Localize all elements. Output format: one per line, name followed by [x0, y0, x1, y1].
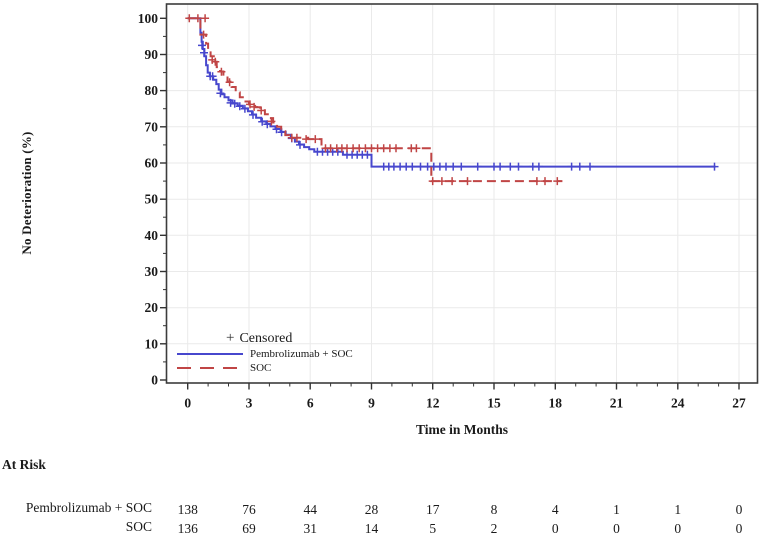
at-risk-value: 0 — [613, 521, 620, 536]
y-tick-label: 10 — [145, 336, 159, 351]
y-tick-label: 40 — [145, 228, 159, 243]
at-risk-value: 0 — [674, 521, 681, 536]
x-tick-label: 24 — [671, 396, 685, 411]
at-risk-value: 76 — [242, 502, 256, 517]
y-tick-label: 20 — [145, 300, 159, 315]
legend-pembro-row: Pembrolizumab + SOC — [177, 347, 397, 361]
x-tick-label: 0 — [184, 396, 191, 411]
y-tick-label: 60 — [145, 156, 159, 171]
at-risk-row-label-pembro: Pembrolizumab + SOC — [25, 500, 152, 515]
at-risk-value: 0 — [736, 502, 743, 517]
at-risk-value: 0 — [552, 521, 559, 536]
at-risk-value: 136 — [178, 521, 199, 536]
legend-soc-row: SOC — [177, 361, 397, 375]
censored-plus-icon: + — [226, 330, 235, 346]
at-risk-value: 0 — [736, 521, 743, 536]
x-tick-label: 12 — [426, 396, 440, 411]
y-tick-label: 80 — [145, 83, 159, 98]
at-risk-value: 138 — [178, 502, 199, 517]
soc-censor-marks — [185, 14, 562, 186]
at-risk-value: 44 — [303, 502, 317, 517]
at-risk-value: 4 — [552, 502, 559, 517]
x-axis-title: Time in Months — [415, 422, 509, 437]
at-risk-row-label-soc: SOC — [125, 519, 152, 534]
soc-curve — [187, 17, 563, 183]
at-risk-value: 5 — [429, 521, 436, 536]
at-risk-value: 31 — [303, 521, 317, 536]
at-risk-value: 17 — [426, 502, 440, 517]
at-risk-value: 1 — [674, 502, 681, 517]
x-tick-label: 15 — [487, 396, 501, 411]
x-tick-label: 27 — [732, 396, 746, 411]
pembrolizumab-soc-censor-marks — [198, 41, 719, 171]
at-risk-value: 1 — [613, 502, 620, 517]
at-risk-header: At Risk — [2, 457, 46, 472]
legend-soc-label: SOC — [250, 362, 272, 374]
y-tick-label: 70 — [145, 119, 159, 134]
y-tick-label: 0 — [151, 373, 158, 388]
at-risk-value: 2 — [491, 521, 498, 536]
x-tick-label: 3 — [246, 396, 253, 411]
at-risk-value: 69 — [242, 521, 256, 536]
y-tick-label: 50 — [145, 192, 159, 207]
legend: + Censored Pembrolizumab + SOC SOC — [177, 330, 397, 375]
at-risk-value: 8 — [491, 502, 498, 517]
y-tick-label: 30 — [145, 264, 159, 279]
y-axis-title: No Deterioration (%) — [19, 131, 34, 255]
at-risk-value: 14 — [365, 521, 379, 536]
at-risk-value: 28 — [365, 502, 379, 517]
x-tick-label: 6 — [307, 396, 314, 411]
soc-line-swatch — [177, 366, 243, 370]
legend-pembro-label: Pembrolizumab + SOC — [250, 348, 353, 360]
x-tick-label: 9 — [368, 396, 375, 411]
legend-censored-row: + Censored — [177, 330, 397, 347]
y-tick-label: 100 — [138, 11, 159, 26]
x-tick-label: 18 — [549, 396, 563, 411]
x-tick-label: 21 — [610, 396, 624, 411]
plot-frame — [165, 3, 759, 384]
pembrolizumab-soc-curve — [187, 17, 716, 168]
pembro-line-swatch — [177, 352, 243, 356]
legend-censored-label: Censored — [239, 330, 293, 346]
y-tick-label: 90 — [145, 47, 159, 62]
